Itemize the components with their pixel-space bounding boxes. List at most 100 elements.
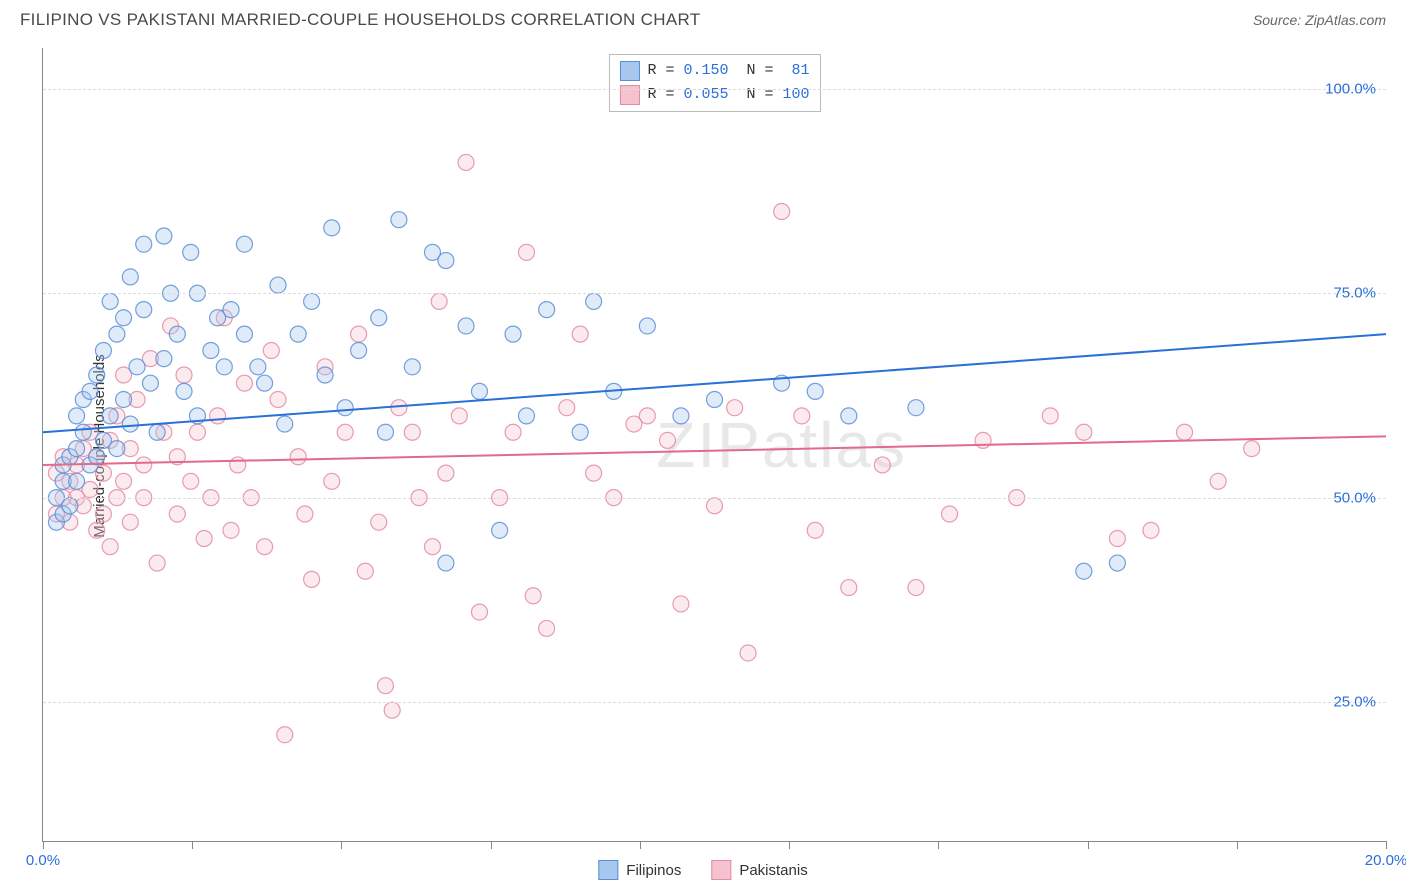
scatter-point bbox=[277, 727, 293, 743]
scatter-point bbox=[290, 449, 306, 465]
scatter-point bbox=[572, 326, 588, 342]
scatter-point bbox=[807, 383, 823, 399]
scatter-point bbox=[122, 269, 138, 285]
scatter-point bbox=[129, 359, 145, 375]
scatter-point bbox=[586, 293, 602, 309]
scatter-point bbox=[404, 424, 420, 440]
scatter-point bbox=[942, 506, 958, 522]
x-tick-label: 20.0% bbox=[1365, 852, 1406, 869]
scatter-point bbox=[136, 302, 152, 318]
scatter-point bbox=[102, 539, 118, 555]
scatter-point bbox=[539, 302, 555, 318]
scatter-point bbox=[384, 702, 400, 718]
scatter-point bbox=[673, 408, 689, 424]
scatter-point bbox=[727, 400, 743, 416]
scatter-point bbox=[371, 310, 387, 326]
scatter-point bbox=[438, 253, 454, 269]
scatter-point bbox=[357, 563, 373, 579]
legend-swatch bbox=[711, 860, 731, 880]
scatter-point bbox=[236, 375, 252, 391]
scatter-point bbox=[176, 383, 192, 399]
scatter-point bbox=[518, 408, 534, 424]
scatter-point bbox=[89, 367, 105, 383]
scatter-point bbox=[203, 342, 219, 358]
scatter-point bbox=[1076, 563, 1092, 579]
scatter-point bbox=[659, 432, 675, 448]
scatter-point bbox=[317, 367, 333, 383]
scatter-point bbox=[458, 318, 474, 334]
scatter-point bbox=[707, 392, 723, 408]
scatter-point bbox=[223, 522, 239, 538]
scatter-point bbox=[874, 457, 890, 473]
scatter-point bbox=[774, 204, 790, 220]
scatter-point bbox=[431, 293, 447, 309]
gridline-h bbox=[43, 293, 1386, 294]
scatter-point bbox=[304, 571, 320, 587]
scatter-point bbox=[377, 424, 393, 440]
scatter-point bbox=[1109, 555, 1125, 571]
scatter-point bbox=[707, 498, 723, 514]
legend-item: Filipinos bbox=[598, 860, 681, 880]
scatter-point bbox=[257, 539, 273, 555]
scatter-point bbox=[250, 359, 266, 375]
scatter-point bbox=[102, 293, 118, 309]
scatter-point bbox=[116, 392, 132, 408]
scatter-point bbox=[290, 326, 306, 342]
x-tick bbox=[1237, 841, 1238, 849]
scatter-point bbox=[1210, 473, 1226, 489]
scatter-point bbox=[116, 310, 132, 326]
y-tick-label: 50.0% bbox=[1333, 489, 1376, 506]
gridline-h bbox=[43, 498, 1386, 499]
scatter-point bbox=[189, 424, 205, 440]
x-tick bbox=[1088, 841, 1089, 849]
x-tick bbox=[938, 841, 939, 849]
scatter-point bbox=[673, 596, 689, 612]
scatter-point bbox=[324, 220, 340, 236]
scatter-point bbox=[69, 441, 85, 457]
scatter-point bbox=[324, 473, 340, 489]
scatter-point bbox=[69, 473, 85, 489]
correlation-legend: R = 0.150 N = 81R = 0.055 N = 100 bbox=[608, 54, 820, 112]
corr-legend-row: R = 0.150 N = 81 bbox=[619, 59, 809, 83]
scatter-point bbox=[337, 400, 353, 416]
scatter-point bbox=[142, 375, 158, 391]
scatter-point bbox=[75, 424, 91, 440]
scatter-point bbox=[1143, 522, 1159, 538]
scatter-point bbox=[169, 506, 185, 522]
scatter-point bbox=[424, 539, 440, 555]
scatter-point bbox=[223, 302, 239, 318]
scatter-point bbox=[391, 212, 407, 228]
scatter-point bbox=[277, 416, 293, 432]
scatter-point bbox=[270, 277, 286, 293]
scatter-point bbox=[236, 326, 252, 342]
scatter-point bbox=[841, 580, 857, 596]
gridline-h bbox=[43, 702, 1386, 703]
legend-label: Pakistanis bbox=[739, 862, 807, 879]
y-tick-label: 25.0% bbox=[1333, 694, 1376, 711]
scatter-point bbox=[122, 514, 138, 530]
scatter-point bbox=[908, 580, 924, 596]
scatter-point bbox=[263, 342, 279, 358]
scatter-point bbox=[183, 244, 199, 260]
scatter-point bbox=[257, 375, 273, 391]
scatter-point bbox=[492, 522, 508, 538]
scatter-point bbox=[122, 416, 138, 432]
scatter-point bbox=[908, 400, 924, 416]
y-tick-label: 75.0% bbox=[1333, 285, 1376, 302]
scatter-point bbox=[559, 400, 575, 416]
x-tick bbox=[341, 841, 342, 849]
legend-swatch bbox=[598, 860, 618, 880]
scatter-point bbox=[109, 441, 125, 457]
gridline-h bbox=[43, 89, 1386, 90]
scatter-point bbox=[1042, 408, 1058, 424]
scatter-point bbox=[95, 342, 111, 358]
scatter-point bbox=[351, 342, 367, 358]
legend-swatch bbox=[619, 61, 639, 81]
scatter-point bbox=[377, 678, 393, 694]
scatter-point bbox=[156, 351, 172, 367]
scatter-point bbox=[89, 522, 105, 538]
scatter-point bbox=[841, 408, 857, 424]
scatter-point bbox=[62, 498, 78, 514]
chart-plot-area: ZIPatlas R = 0.150 N = 81R = 0.055 N = 1… bbox=[42, 48, 1386, 842]
scatter-point bbox=[136, 236, 152, 252]
